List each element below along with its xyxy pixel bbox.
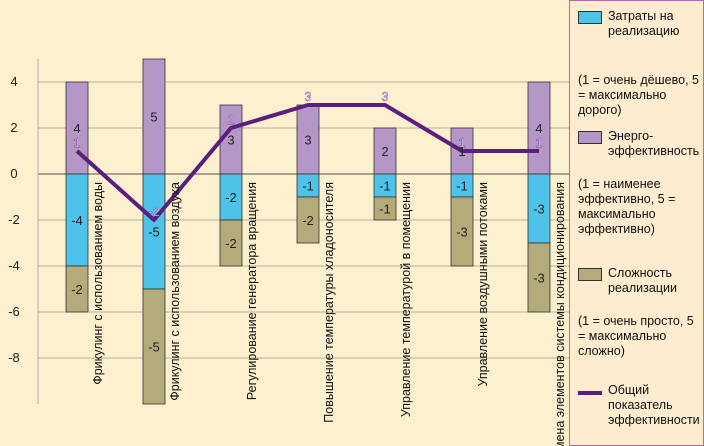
bar-label-energy: 2 — [381, 144, 388, 159]
total-value-label: 3 — [304, 89, 311, 104]
total-line — [75, 103, 539, 222]
legend-title-cost: Затраты на реализацию — [608, 9, 680, 38]
y-tick-label: -4 — [8, 258, 20, 273]
legend-swatch-complexity — [578, 268, 602, 281]
category-label: Управление температурой в помещении — [399, 182, 413, 417]
category-label: Повышение температуры хладоносителя — [322, 182, 336, 423]
bar-complexity — [65, 265, 89, 313]
category-label: Фрикулинг с использованием воды — [91, 182, 105, 385]
total-value-label: -2 — [148, 204, 160, 219]
legend-swatch-cost — [578, 11, 602, 24]
bar-label-cost: -4 — [71, 213, 83, 228]
category-label: Замена элементов системы кондиционирован… — [553, 182, 567, 446]
legend: Затраты на реализацию (1 = очень дёшево,… — [569, 0, 704, 446]
bar-complexity — [296, 196, 320, 244]
bar-label-energy: 1 — [458, 144, 465, 159]
category-label: Фрикулинг с использованием воздуха — [168, 182, 182, 401]
legend-note-complexity: (1 = очень просто, 5 = максимально сложн… — [578, 314, 694, 358]
bar-complexity — [142, 288, 166, 405]
bar-label-cost: -1 — [302, 179, 314, 194]
legend-title-complexity: Сложность реализации — [608, 266, 677, 295]
y-tick-label: -2 — [8, 212, 20, 227]
y-tick-label: 4 — [10, 74, 17, 89]
bar-complexity — [450, 196, 474, 267]
bar-complexity — [373, 196, 397, 221]
total-value-label: 3 — [381, 89, 388, 104]
bar-label-energy: 4 — [73, 121, 80, 136]
bar-complexity — [527, 242, 551, 313]
legend-swatch-energy — [578, 131, 602, 144]
total-value-label: 1 — [73, 135, 80, 150]
y-tick-label: 2 — [10, 120, 17, 135]
total-value-label: 1 — [458, 135, 465, 150]
y-tick-label: -8 — [8, 350, 20, 365]
bar-label-complexity: -2 — [302, 213, 314, 228]
bar-complexity — [219, 219, 243, 267]
bar-label-cost: -3 — [533, 202, 545, 217]
bar-layer — [65, 58, 551, 405]
axis-layer: 4 2 0 -2 -4 -6 -8 — [8, 59, 39, 404]
label-layer: 4 -4 -2 Фрикулинг с использованием воды 5 -5 -… — [71, 89, 567, 446]
line-layer — [75, 103, 539, 222]
total-value-label: 2 — [227, 112, 234, 127]
legend-title-energy: Энерго-эффективность — [608, 129, 700, 158]
bar-label-complexity: -1 — [379, 202, 391, 217]
bar-label-complexity: -2 — [71, 282, 83, 297]
bar-label-complexity: -2 — [225, 236, 237, 251]
total-value-label: 1 — [535, 135, 542, 150]
legend-line-total — [578, 391, 602, 395]
bar-label-cost: -2 — [225, 190, 237, 205]
y-tick-label: -6 — [8, 304, 20, 319]
category-label: Управление воздушными потоками — [476, 182, 490, 387]
legend-note-cost: (1 = очень дёшево, 5 = максимально дорог… — [578, 73, 699, 117]
bar-label-cost: -1 — [379, 179, 391, 194]
legend-note-energy: (1 = наименее эффективно, 5 = максимальн… — [578, 177, 676, 236]
legend-title-total: Общий показатель эффективности — [608, 383, 700, 427]
bar-label-complexity: -3 — [533, 271, 545, 286]
bar-label-complexity: -5 — [148, 340, 160, 355]
bar-label-cost: -5 — [148, 225, 160, 240]
y-tick-label: 0 — [10, 166, 17, 181]
bar-label-energy: 3 — [304, 133, 311, 148]
category-label: Регулирование генератора вращения — [245, 182, 259, 400]
bar-label-complexity: -3 — [456, 225, 468, 240]
bar-label-cost: -1 — [456, 179, 468, 194]
bar-label-energy: 4 — [535, 121, 542, 136]
bar-label-energy: 3 — [227, 133, 234, 148]
bar-label-energy: 5 — [150, 110, 157, 125]
